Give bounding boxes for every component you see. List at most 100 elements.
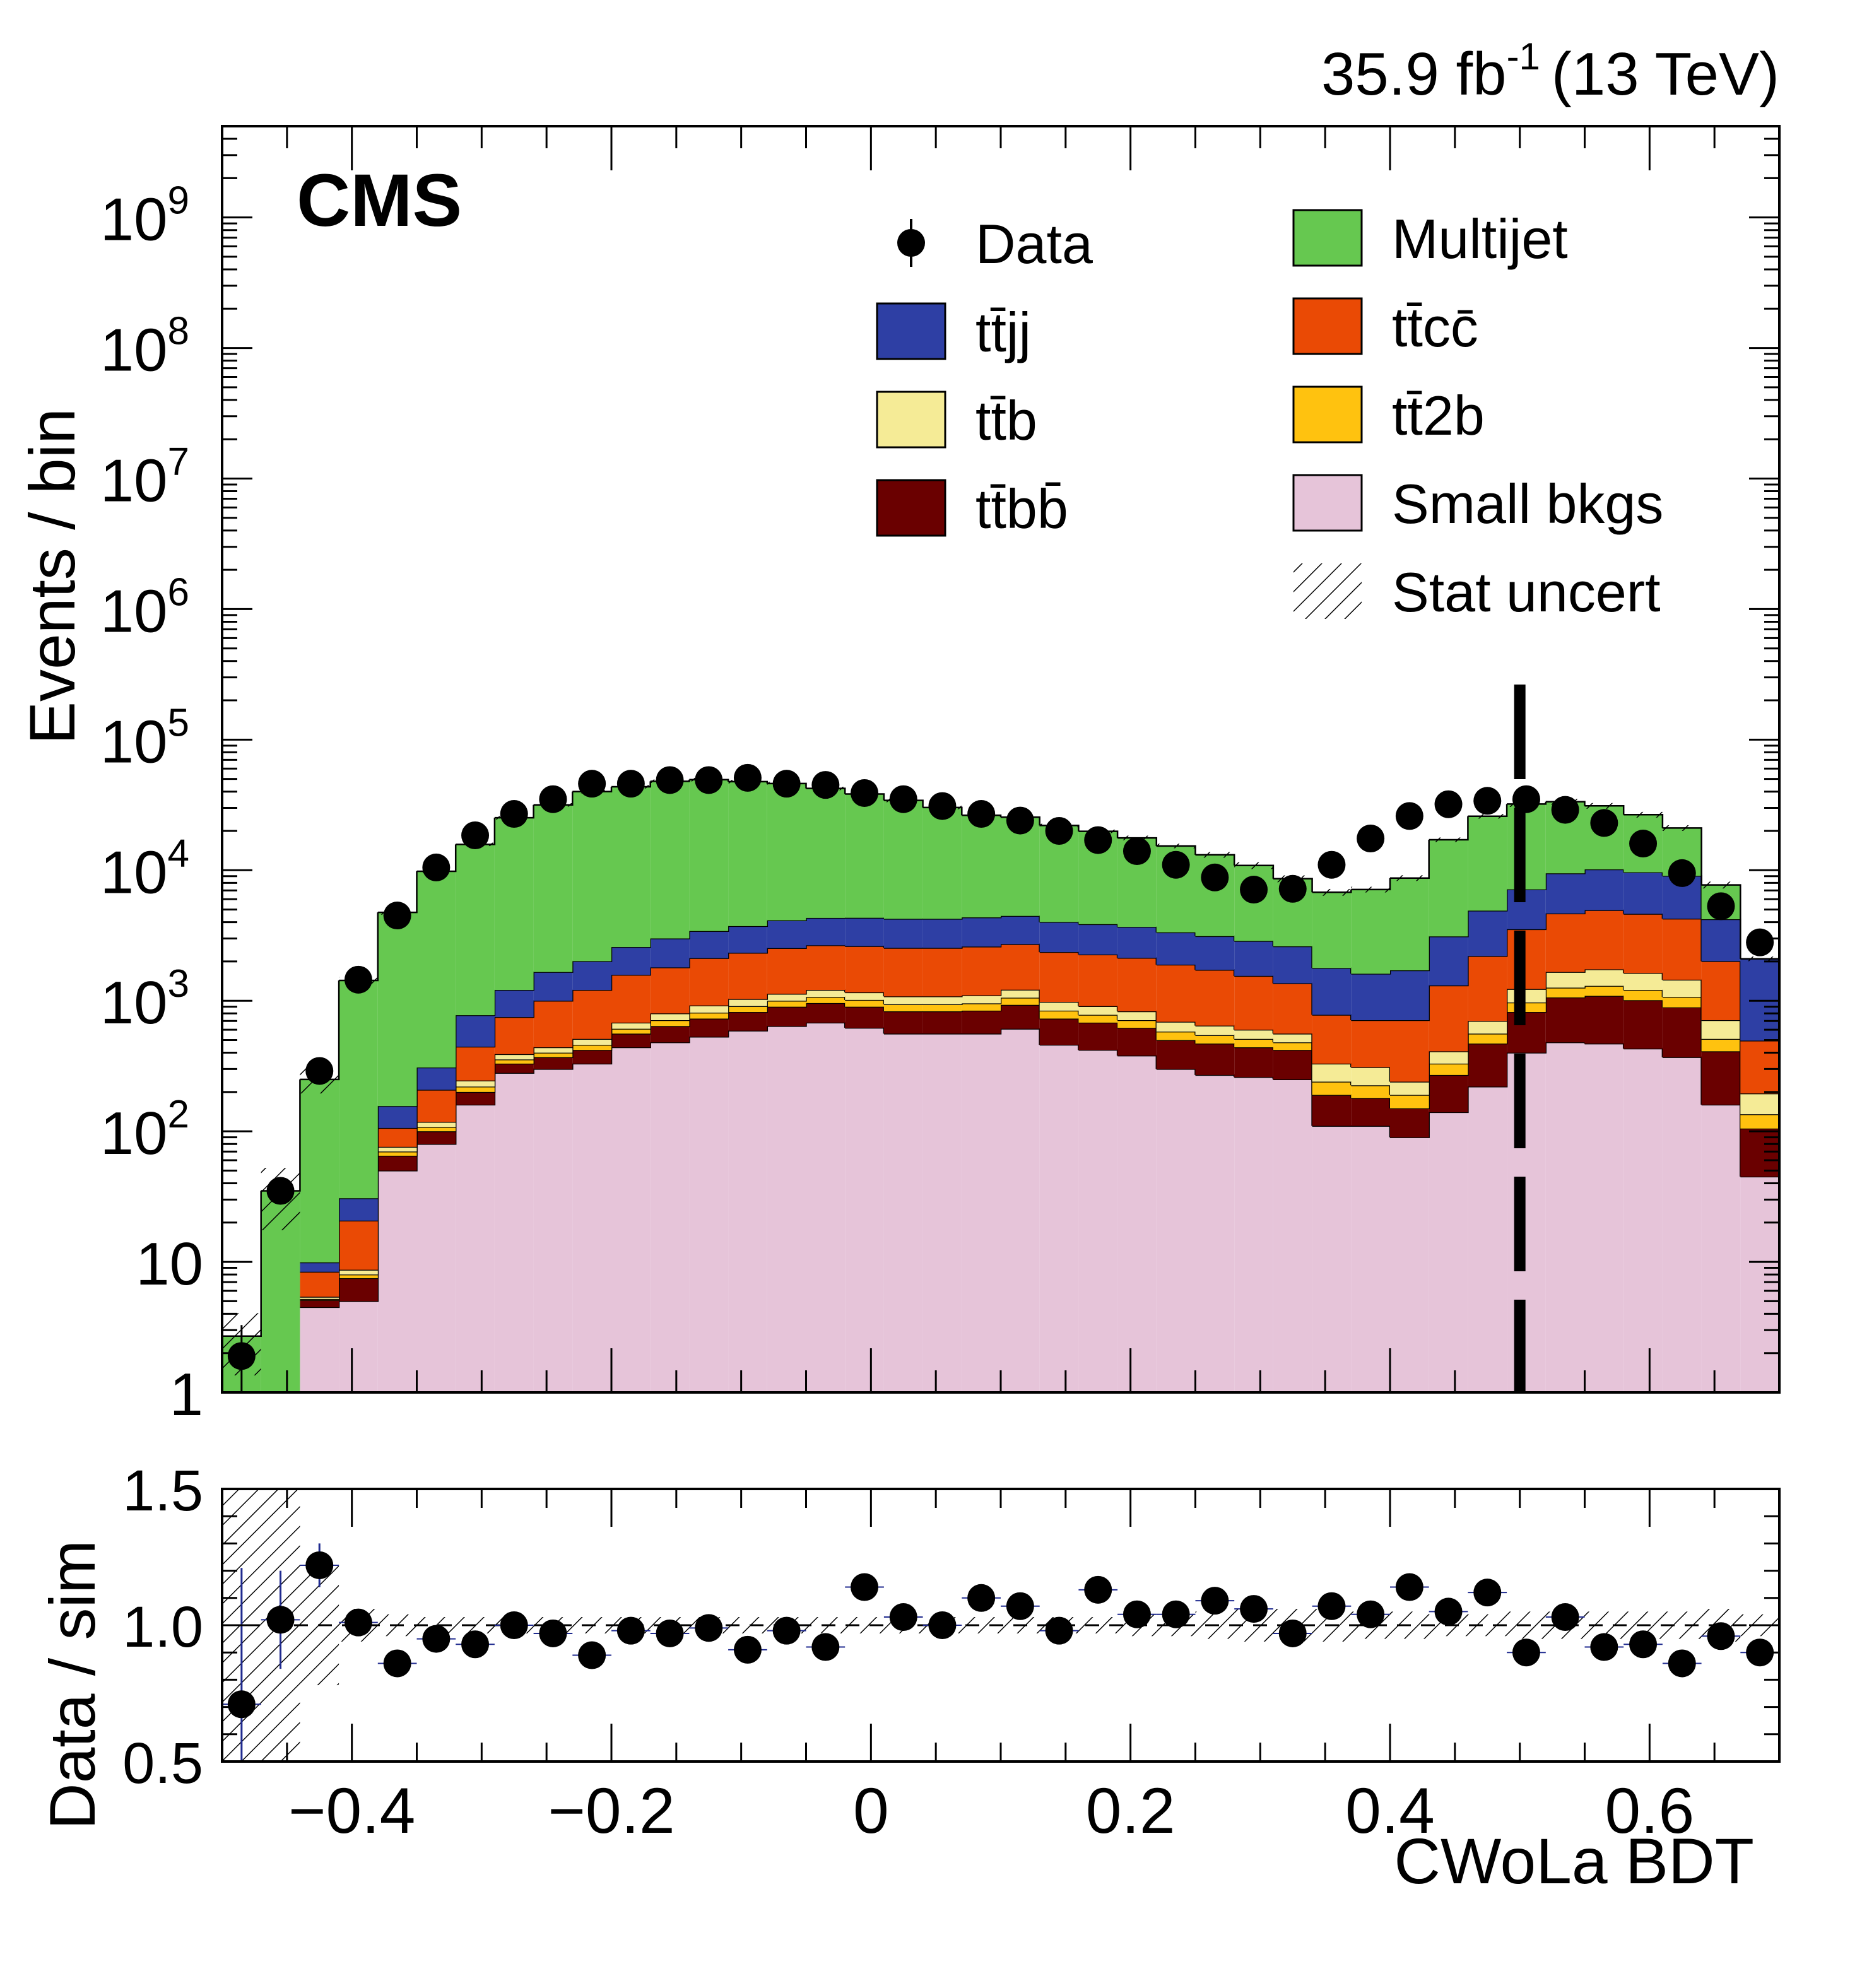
bar-ttb — [1039, 1002, 1079, 1011]
bar-ttbb — [572, 1050, 611, 1064]
main-plot-frame — [221, 125, 1781, 1394]
bar-ttjj — [883, 919, 923, 948]
stat-uncert-bin — [1623, 811, 1663, 818]
ratio-point — [461, 1630, 490, 1659]
bar-ttb — [1001, 989, 1040, 998]
bar-ttbb — [1234, 1047, 1273, 1078]
legend-label: Small bkgs — [1392, 473, 1663, 535]
legend-entry-ttjj: tt̄jj — [876, 301, 1031, 363]
bar-tt2b — [1701, 1038, 1741, 1052]
bar-tt2b — [1740, 1114, 1779, 1129]
bar-small — [1351, 1126, 1390, 1392]
bar-small — [806, 1022, 846, 1392]
lumi-label: 35.9 fb-1 (13 TeV) — [1321, 35, 1779, 108]
bar-tt2b — [728, 1006, 767, 1013]
bar-ttcc — [1429, 985, 1468, 1052]
bar-small — [1001, 1028, 1040, 1392]
bar-tt2b — [883, 1004, 923, 1011]
bar-ttb — [806, 990, 846, 997]
bar-ttbb — [883, 1011, 923, 1034]
bar-tt2b — [611, 1028, 651, 1034]
bar-ttcc — [339, 1220, 378, 1270]
data-point — [1240, 876, 1268, 904]
bar-ttbb — [728, 1012, 767, 1031]
data-point — [422, 853, 451, 881]
bar-ttb — [1584, 969, 1624, 986]
bar-ttjj — [377, 1106, 417, 1128]
bar-ttjj — [339, 1198, 378, 1221]
data-point — [227, 1342, 256, 1370]
bar-small — [1273, 1079, 1312, 1392]
y-tick-exponent: 8 — [168, 310, 189, 353]
ratio-point — [422, 1625, 451, 1653]
bar-ttbb — [1039, 1018, 1079, 1045]
lumi-value: 35.9 fb — [1321, 40, 1507, 108]
y-tick-label-main: 109 — [100, 179, 189, 254]
ratio-point — [1395, 1573, 1423, 1601]
bar-small — [1468, 1086, 1507, 1392]
bar-multijet — [572, 791, 611, 962]
bar-ttjj — [845, 917, 884, 946]
ratio-point — [1590, 1633, 1618, 1661]
bar-ttbb — [962, 1010, 1001, 1034]
legend-hatch-swatch — [1293, 563, 1362, 619]
ratio-point — [1707, 1622, 1735, 1650]
bar-ttjj — [1039, 922, 1079, 953]
bar-multijet — [1390, 878, 1429, 970]
data-point — [344, 965, 372, 994]
y-tick-label-main: 10 — [136, 1230, 203, 1298]
bar-ttbb — [1740, 1128, 1779, 1177]
y-axis-label-main: Events / bin — [16, 408, 88, 744]
legend-label: tt̄bb̄ — [975, 478, 1068, 540]
ratio-point — [616, 1616, 645, 1645]
bar-ttbb — [1351, 1098, 1390, 1126]
bar-small — [339, 1301, 378, 1392]
y-tick-base: 10 — [100, 447, 168, 514]
bar-ttbb — [1429, 1074, 1468, 1112]
bar-ttb — [728, 999, 767, 1006]
bar-ttbb — [611, 1033, 651, 1047]
data-point — [305, 1057, 334, 1085]
bar-small — [1312, 1126, 1352, 1392]
data-point — [1045, 816, 1073, 845]
bar-small — [1156, 1069, 1196, 1392]
bar-ttbb — [494, 1063, 534, 1073]
legend-entry-multijet: Multijet — [1292, 208, 1568, 270]
bar-ttb — [1234, 1030, 1273, 1039]
bar-tt2b — [533, 1052, 573, 1057]
bar-tt2b — [339, 1274, 378, 1278]
legend-entry-stat: Stat uncert — [1293, 561, 1661, 623]
bar-ttbb — [1662, 1007, 1702, 1057]
bar-ttjj — [416, 1068, 456, 1090]
ratio-point — [1629, 1630, 1658, 1659]
legend-swatch — [1292, 297, 1363, 355]
bar-multijet — [650, 781, 690, 939]
bar-ttjj — [767, 920, 806, 948]
ratio-point — [578, 1641, 606, 1669]
data-point — [1317, 850, 1346, 879]
ratio-point — [695, 1614, 723, 1642]
bar-small — [494, 1073, 534, 1392]
bar-ttjj — [728, 926, 767, 953]
data-point — [1746, 928, 1774, 956]
bar-ttjj — [1001, 915, 1040, 944]
bar-ttbb — [339, 1278, 378, 1302]
bar-ttjj — [1273, 946, 1312, 984]
bar-small — [728, 1030, 767, 1392]
bar-tt2b — [962, 1003, 1001, 1011]
bar-ttjj — [1468, 910, 1507, 956]
bar-small — [650, 1042, 690, 1392]
bar-ttcc — [922, 948, 962, 997]
data-point — [1629, 830, 1658, 858]
x-tick-label: 0.4 — [1345, 1775, 1435, 1847]
bar-tt2b — [494, 1059, 534, 1064]
bar-tt2b — [1429, 1063, 1468, 1075]
y-tick-base: 10 — [100, 708, 168, 775]
bar-ttcc — [1701, 961, 1741, 1020]
bar-small — [300, 1307, 339, 1392]
data-point — [266, 1177, 295, 1205]
bar-small — [1039, 1044, 1079, 1392]
bar-ttb — [1390, 1081, 1429, 1095]
bar-ttjj — [962, 917, 1001, 947]
legend: Data Multijet tt̄jj tt̄cc̄ tt̄b tt̄2b tt̄bb̄ Sm… — [876, 208, 1663, 623]
